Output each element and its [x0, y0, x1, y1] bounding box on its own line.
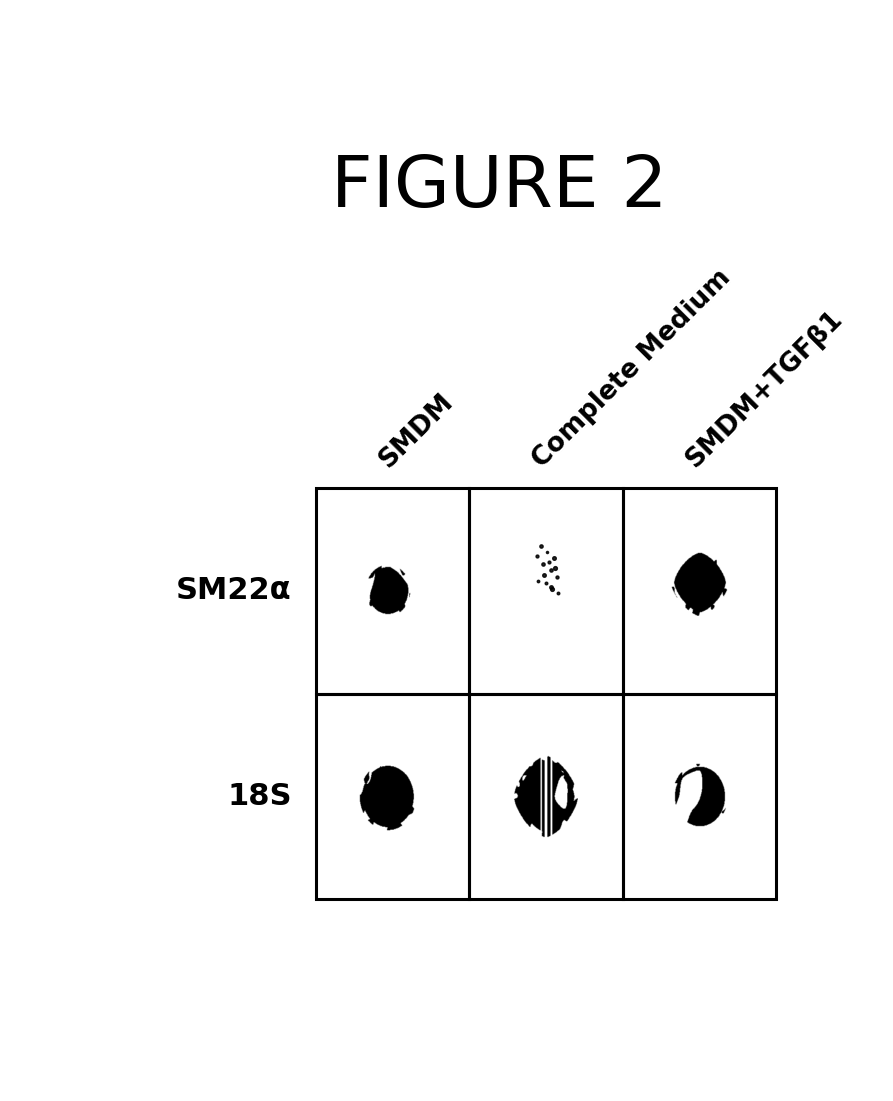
Text: SMDM+TGFβ1: SMDM+TGFβ1	[681, 306, 848, 473]
Text: Complete Medium: Complete Medium	[528, 264, 736, 473]
Bar	[622, 488, 776, 694]
Text: 18S: 18S	[227, 782, 291, 811]
Text: FIGURE 2: FIGURE 2	[331, 153, 667, 221]
Bar	[316, 694, 469, 900]
Bar	[469, 694, 622, 900]
Bar	[469, 488, 622, 694]
Bar	[316, 488, 469, 694]
Bar	[622, 694, 776, 900]
Text: SM22α: SM22α	[176, 577, 291, 606]
Text: SMDM: SMDM	[374, 389, 458, 473]
